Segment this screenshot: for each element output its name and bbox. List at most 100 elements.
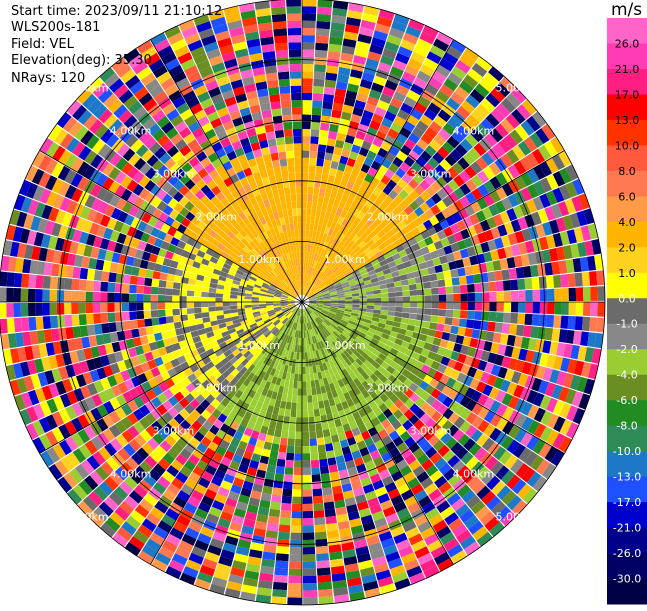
range-gate: [523, 266, 532, 278]
range-gate: [298, 230, 302, 237]
range-gate: [317, 568, 331, 576]
range-gate: [272, 589, 287, 597]
range-gate: [323, 429, 331, 437]
range-gate: [294, 151, 301, 158]
range-gate: [274, 123, 284, 131]
range-gate: [421, 328, 429, 336]
range-gate: [136, 294, 143, 302]
range-gate: [272, 108, 282, 116]
range-gate: [293, 489, 303, 497]
range-gate: [284, 187, 290, 195]
range-gate: [467, 284, 475, 293]
range-gate: [285, 144, 293, 152]
range-gate: [497, 291, 505, 301]
colorbar-tick-label: -1.0: [616, 318, 637, 331]
range-gate: [279, 86, 290, 94]
range-gate: [136, 285, 144, 293]
range-gate: [268, 87, 279, 96]
range-gate: [292, 107, 302, 115]
range-gate: [223, 294, 230, 298]
range-gate: [401, 280, 409, 286]
range-gate: [271, 443, 279, 451]
range-gate: [308, 172, 315, 180]
range-gate: [468, 302, 475, 310]
range-gate: [57, 277, 65, 289]
range-gate: [302, 129, 310, 136]
range-gate: [290, 410, 296, 418]
range-gate: [86, 292, 93, 303]
range-gate: [175, 269, 183, 277]
range-gate: [130, 320, 138, 329]
range-gate: [244, 299, 251, 302]
range-gate: [546, 315, 554, 328]
range-gate: [294, 468, 302, 475]
range-gate: [43, 316, 51, 329]
range-gate: [93, 313, 101, 324]
range-gate: [314, 72, 326, 80]
range-gate: [482, 302, 490, 311]
range-gate: [50, 316, 58, 329]
range-gate: [289, 50, 301, 58]
range-gate: [321, 174, 328, 182]
range-gate: [328, 421, 336, 429]
range-gate: [297, 396, 302, 403]
range-gate: [308, 410, 314, 418]
range-gate: [292, 497, 302, 504]
range-gate: [509, 324, 517, 335]
range-gate: [279, 517, 290, 525]
range-gate: [285, 136, 293, 144]
range-gate: [303, 446, 310, 453]
range-gate: [303, 504, 313, 512]
range-gate: [268, 175, 276, 183]
range-gate: [271, 7, 286, 15]
range-gate: [525, 314, 533, 326]
range-gate: [302, 215, 306, 222]
range-ring-label: 1.00km: [238, 253, 280, 266]
range-gate: [277, 144, 285, 152]
range-gate: [511, 302, 518, 313]
range-gate: [274, 36, 287, 44]
range-gate: [388, 287, 396, 292]
range-gate: [289, 57, 301, 65]
range-gate: [216, 306, 224, 311]
range-gate: [313, 194, 319, 202]
range-gate: [322, 422, 329, 430]
range-gate: [131, 267, 140, 276]
range-gate: [223, 302, 230, 306]
range-gate: [553, 315, 561, 328]
range-gate: [21, 274, 29, 288]
range-gate: [472, 329, 481, 339]
range-gate: [230, 291, 238, 295]
range-gate: [489, 312, 497, 322]
range-gate: [259, 302, 266, 304]
range-gate: [201, 297, 208, 302]
range-gate: [302, 338, 304, 345]
range-gate: [65, 266, 74, 278]
range-gate: [43, 276, 51, 289]
range-gate: [288, 388, 293, 396]
range-gate: [284, 474, 293, 482]
range-gate: [302, 396, 307, 403]
range-gate: [201, 302, 208, 307]
range-gate: [459, 319, 467, 328]
range-gate: [293, 122, 302, 130]
range-gate: [287, 395, 293, 403]
range-gate: [423, 315, 431, 322]
range-gate: [137, 319, 145, 328]
range-gate: [302, 136, 310, 143]
range-gate: [317, 14, 331, 22]
range-gate: [290, 533, 302, 541]
range-gate: [28, 274, 36, 288]
range-gate: [302, 230, 306, 237]
range-gate: [554, 288, 562, 301]
range-gate: [302, 403, 307, 410]
range-gate: [279, 79, 290, 87]
range-gate: [269, 509, 280, 517]
range-gate: [311, 453, 319, 461]
range-gate: [230, 306, 237, 310]
range-gate: [244, 305, 251, 308]
range-gate: [487, 322, 495, 332]
range-gate: [324, 502, 335, 511]
range-gate: [285, 467, 294, 475]
